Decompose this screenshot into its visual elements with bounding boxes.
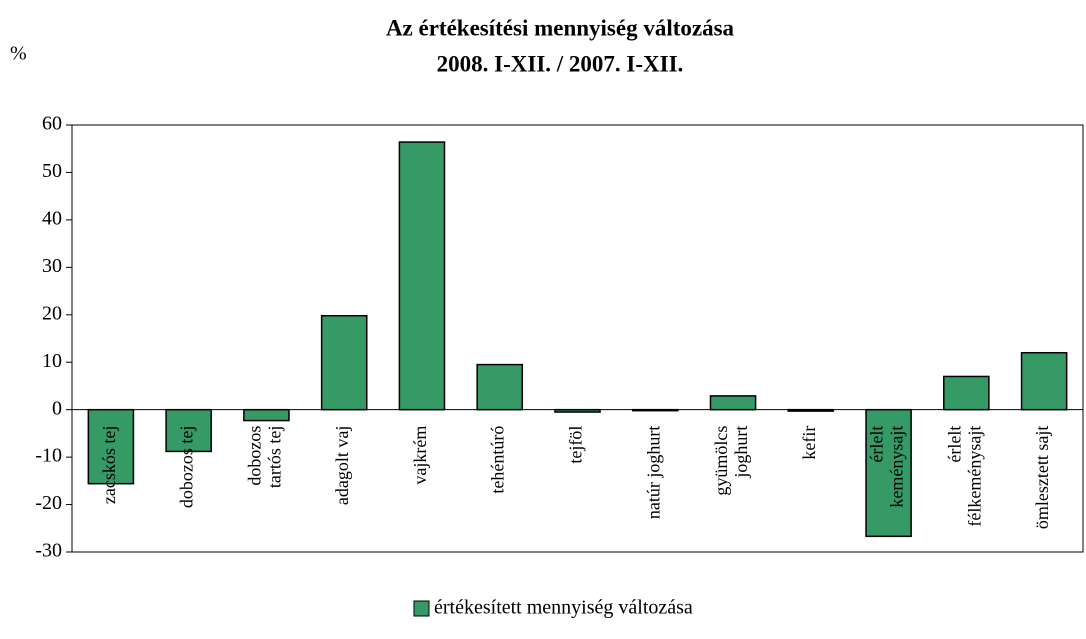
x-tick-label: zacskós tej — [99, 426, 119, 504]
bar — [709, 395, 757, 411]
x-tick-label: érleltkeménysajt — [867, 426, 907, 508]
y-tick-label: 30 — [42, 255, 62, 277]
x-tick-label: tejföl — [566, 426, 586, 464]
y-tick-label: 40 — [42, 207, 62, 229]
y-axis-label: % — [10, 43, 27, 65]
y-tick-label: 60 — [42, 113, 62, 135]
y-tick-label: 50 — [42, 160, 62, 182]
y-tick-label: -10 — [35, 445, 62, 467]
x-tick-label: tehéntúró — [488, 426, 508, 494]
y-tick-label: 0 — [52, 397, 62, 419]
y-tick-label: -30 — [35, 540, 62, 562]
plot-border — [71, 124, 1084, 553]
chart-subtitle: 2008. I-XII. / 2007. I-XII. — [437, 51, 684, 76]
bar — [476, 363, 524, 411]
x-tick-label: gyümölcsjoghurt — [711, 426, 751, 496]
x-tick-label: kefir — [799, 426, 819, 460]
y-tick-label: 20 — [42, 302, 62, 324]
x-tick-label: dobozos tej — [177, 426, 197, 509]
bar — [320, 314, 368, 411]
bar — [1020, 351, 1068, 411]
bar — [943, 375, 990, 411]
legend-swatch — [413, 600, 430, 617]
x-tick-label: vajkrém — [410, 426, 430, 485]
x-tick-label: adagolt vaj — [332, 426, 352, 505]
y-tick-label: 10 — [42, 350, 62, 372]
bar — [398, 141, 446, 411]
x-tick-label: dobozostartós tej — [245, 426, 285, 488]
bar — [865, 408, 912, 538]
bar — [243, 408, 290, 422]
y-tick-label: -20 — [35, 492, 62, 514]
x-tick-label: ömlesztett sajt — [1032, 426, 1052, 529]
legend-label: értékesített mennyiség változása — [434, 597, 693, 619]
chart-title: Az értékesítési mennyiség változása — [386, 15, 735, 40]
x-tick-label: natúr joghurt — [643, 426, 663, 519]
x-tick-label: érleltfélkeménysajt — [944, 426, 984, 527]
